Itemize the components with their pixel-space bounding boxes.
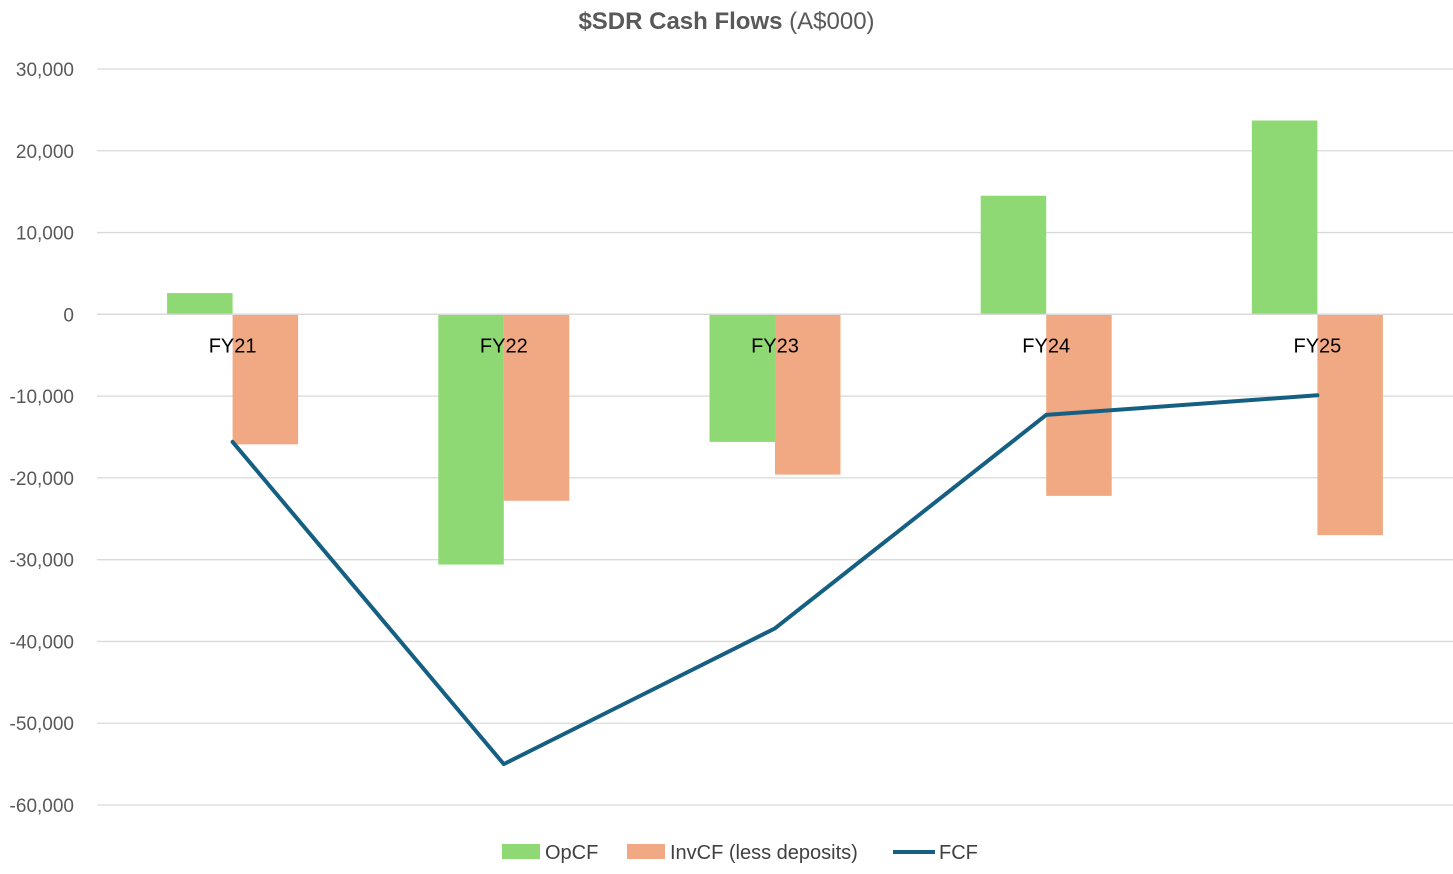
bar-invcf	[232, 314, 299, 445]
bar-opcf	[709, 314, 775, 442]
y-axis: 30,000 20,000 10,000 0 -10,000 -20,000 -30,000…	[10, 60, 74, 817]
y-tick-label: -30,000	[10, 551, 74, 572]
bar-invcf	[1046, 314, 1112, 496]
legend: OpCF InvCF (less deposits) FCF	[502, 842, 978, 864]
y-tick-label: 10,000	[16, 224, 74, 245]
bar-invcf	[775, 314, 841, 475]
legend-label: OpCF	[545, 842, 598, 864]
legend-swatch	[502, 844, 540, 859]
x-tick-label: FY23	[751, 335, 799, 357]
bar-opcf	[980, 195, 1047, 315]
y-tick-label: -40,000	[10, 632, 74, 653]
bar-opcf	[1251, 120, 1318, 315]
y-tick-label: -20,000	[10, 469, 74, 490]
chart-title: $SDR Cash Flows (A$000)	[0, 8, 1453, 36]
x-axis: FY21 FY22 FY23 FY24 FY25	[209, 335, 1342, 357]
x-tick-label: FY22	[480, 335, 528, 357]
line-fcf	[230, 393, 1320, 767]
x-tick-label: FY25	[1293, 335, 1341, 357]
legend-label: InvCF (less deposits)	[670, 842, 858, 864]
legend-swatch	[627, 844, 665, 859]
bar-invcf	[503, 314, 570, 501]
legend-label: FCF	[939, 842, 978, 864]
bar-invcf	[1317, 314, 1383, 536]
chart-title-subtitle: (A$000)	[789, 8, 875, 35]
x-tick-label: FY21	[209, 335, 257, 357]
bar-opcf	[167, 293, 233, 315]
bar-opcf	[438, 314, 504, 565]
bars	[167, 120, 1383, 565]
y-tick-label: -10,000	[10, 387, 74, 408]
y-tick-label: -60,000	[10, 796, 74, 817]
y-tick-label: 30,000	[16, 60, 74, 81]
chart-title-main: $SDR Cash Flows	[578, 8, 783, 35]
x-tick-label: FY24	[1022, 335, 1070, 357]
y-tick-label: -50,000	[10, 714, 74, 735]
y-tick-label: 20,000	[16, 142, 74, 163]
y-tick-label: 0	[63, 305, 74, 326]
